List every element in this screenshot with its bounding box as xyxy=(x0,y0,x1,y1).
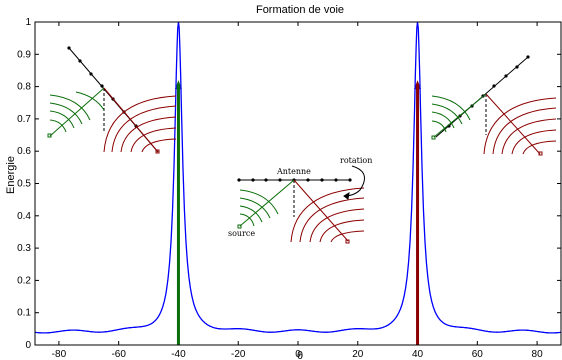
plot-frame xyxy=(34,21,562,346)
x-tick-label: -40 xyxy=(171,349,186,360)
x-tick-label: 60 xyxy=(472,349,484,360)
x-tick-label: -80 xyxy=(52,349,67,360)
annotation-source: source xyxy=(228,229,255,238)
arrow-head xyxy=(174,80,182,90)
center-antenna-illustration xyxy=(237,165,365,244)
chart-title: Formation de voie xyxy=(256,4,344,16)
right-antenna-illustration xyxy=(431,55,557,156)
y-tick-label: 1 xyxy=(25,17,31,28)
series-line xyxy=(34,21,562,334)
y-axis-label: Energie xyxy=(5,156,17,194)
x-tick-label: 0 xyxy=(295,349,301,360)
y-tick-label: 0.9 xyxy=(17,49,31,60)
arrow-head xyxy=(414,80,422,90)
x-tick-label: -60 xyxy=(111,349,126,360)
y-tick-label: 0 xyxy=(25,340,31,351)
y-tick-label: 0.2 xyxy=(17,275,31,286)
x-axis-label: θ xyxy=(297,350,303,360)
y-tick-label: 0.4 xyxy=(17,211,31,222)
y-tick-label: 0.5 xyxy=(17,179,31,190)
annotation-antenne: Antenne xyxy=(276,167,311,176)
x-tick-label: -20 xyxy=(231,349,246,360)
y-tick-label: 0.7 xyxy=(17,114,31,125)
x-tick-label: 40 xyxy=(412,349,424,360)
x-tick-label: 80 xyxy=(532,349,544,360)
left-antenna-illustration xyxy=(47,46,177,154)
y-tick-label: 0.1 xyxy=(17,308,31,319)
y-tick-label: 0.8 xyxy=(17,82,31,93)
x-tick-label: 20 xyxy=(352,349,364,360)
series-group xyxy=(34,21,562,345)
y-tick-label: 0.6 xyxy=(17,146,31,157)
annotation-rotation: rotation xyxy=(340,156,372,165)
axis-ticks: -80 -60 -40 -20 0 20 40 60 80 0 0.1 0.2 0.3 0.4 0.5 0.6… xyxy=(17,17,561,360)
y-tick-label: 0.3 xyxy=(17,243,31,254)
